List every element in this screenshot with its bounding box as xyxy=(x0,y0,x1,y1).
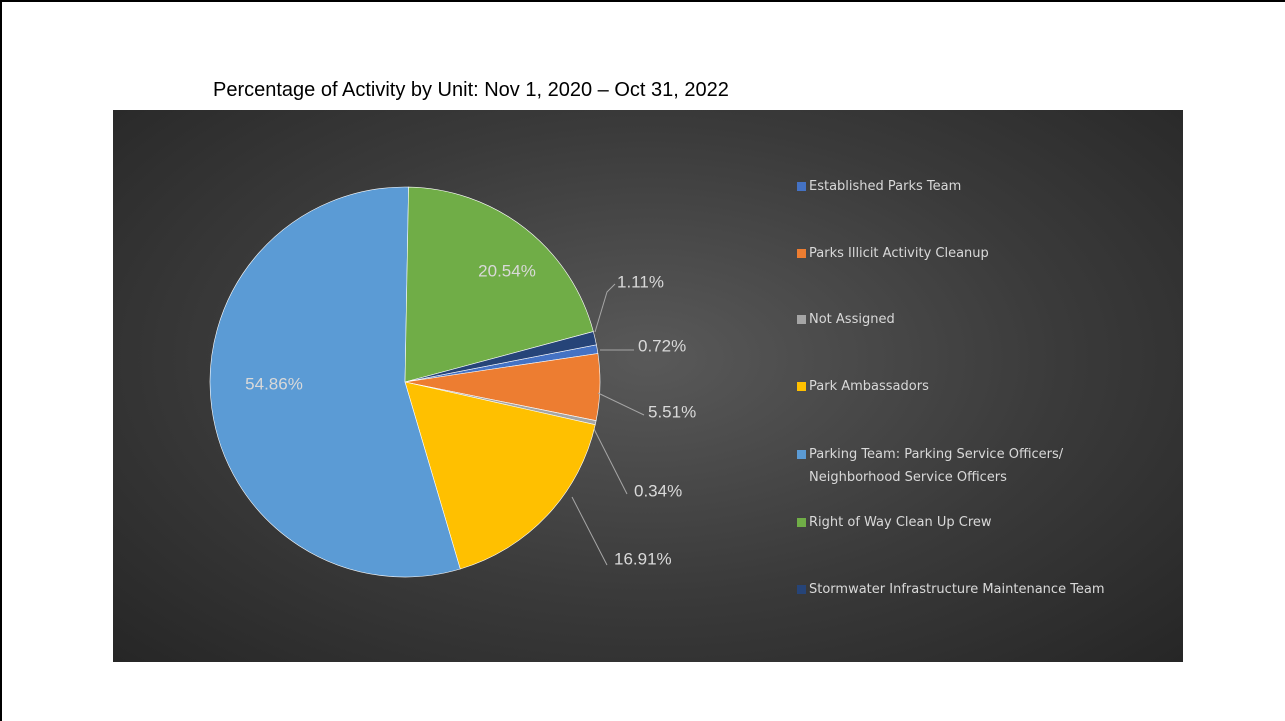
data-label: 20.54% xyxy=(478,261,536,280)
legend-label: Park Ambassadors xyxy=(809,379,929,394)
chart-title: Percentage of Activity by Unit: Nov 1, 2… xyxy=(213,79,729,101)
legend-label: Parking Team: Parking Service Officers/ … xyxy=(809,447,1064,485)
data-label: 16.91% xyxy=(614,549,672,568)
data-label: 5.51% xyxy=(648,402,696,421)
legend-item: Parking Team: Parking Service Officers/ … xyxy=(797,443,1109,489)
legend-swatch xyxy=(797,382,806,391)
legend-label: Parks Illicit Activity Cleanup xyxy=(809,246,989,261)
legend-label: Stormwater Infrastructure Maintenance Te… xyxy=(809,582,1105,597)
legend-swatch xyxy=(797,249,806,258)
leader-line xyxy=(592,426,628,495)
data-label: 0.72% xyxy=(638,336,686,355)
legend-item: Not Assigned xyxy=(797,308,1109,331)
legend-label: Right of Way Clean Up Crew xyxy=(809,515,992,530)
pie-chart: 0.72% 5.51% 0.34% 16.91% 54.86% 20.54% 1.11% xyxy=(209,186,696,578)
leader-line xyxy=(594,283,616,333)
legend-item: Right of Way Clean Up Crew xyxy=(797,511,1109,534)
pie-slice xyxy=(209,186,461,578)
leader-line xyxy=(571,496,608,566)
data-label: 54.86% xyxy=(245,374,303,393)
legend-item: Parks Illicit Activity Cleanup xyxy=(797,242,1109,265)
leader-line xyxy=(597,392,645,416)
chart-area: 0.72% 5.51% 0.34% 16.91% 54.86% 20.54% 1.11% E… xyxy=(113,110,1183,662)
legend-swatch xyxy=(797,518,806,527)
legend-label: Not Assigned xyxy=(809,312,895,327)
legend-swatch xyxy=(797,450,806,459)
pie-slice xyxy=(404,381,596,570)
legend-swatch xyxy=(797,182,806,191)
legend-label: Established Parks Team xyxy=(809,179,962,194)
legend-swatch xyxy=(797,315,806,324)
data-label: 1.11% xyxy=(617,272,664,291)
legend-swatch xyxy=(797,585,806,594)
pie-slice xyxy=(404,331,597,383)
data-label: 0.34% xyxy=(634,481,682,500)
pie-slice xyxy=(404,186,594,383)
legend-item: Stormwater Infrastructure Maintenance Te… xyxy=(797,578,1109,601)
legend-item: Park Ambassadors xyxy=(797,375,1109,398)
legend-item: Established Parks Team xyxy=(797,175,1109,198)
